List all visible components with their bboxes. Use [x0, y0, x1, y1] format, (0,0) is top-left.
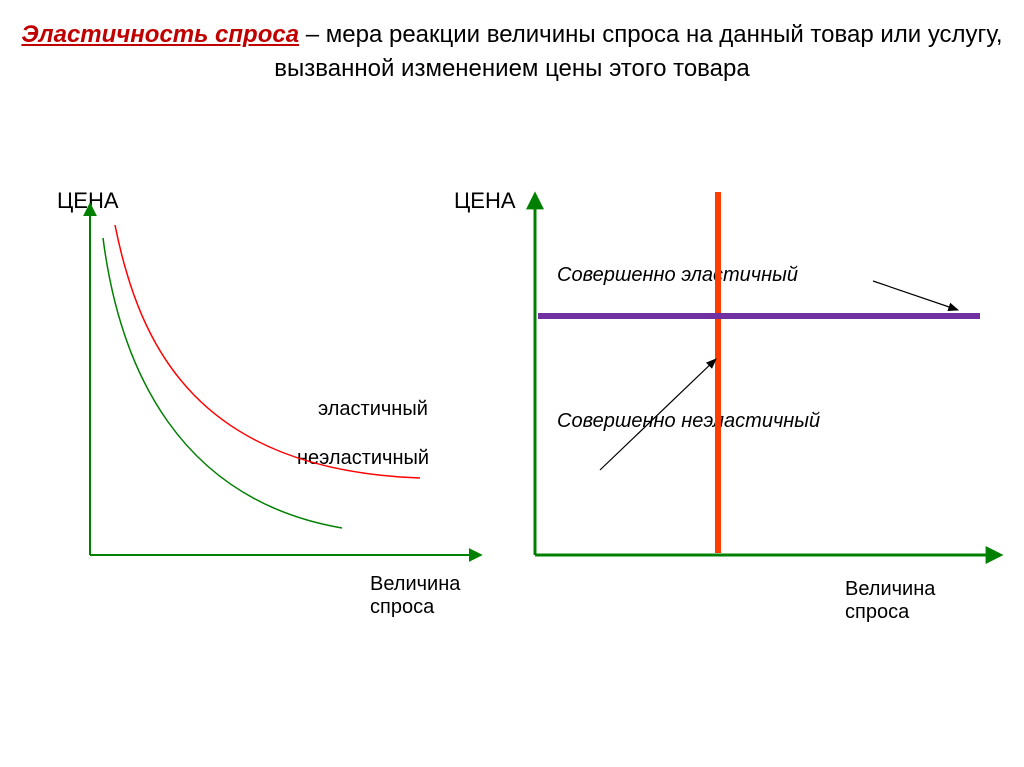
elastic-curve [115, 225, 420, 478]
chart-svg [0, 0, 1024, 767]
arrow-to-elastic-line [873, 281, 958, 310]
inelastic-curve [103, 238, 342, 528]
slide: Эластичность спроса – мера реакции велич… [0, 0, 1024, 767]
arrow-to-inelastic-line [600, 359, 716, 470]
